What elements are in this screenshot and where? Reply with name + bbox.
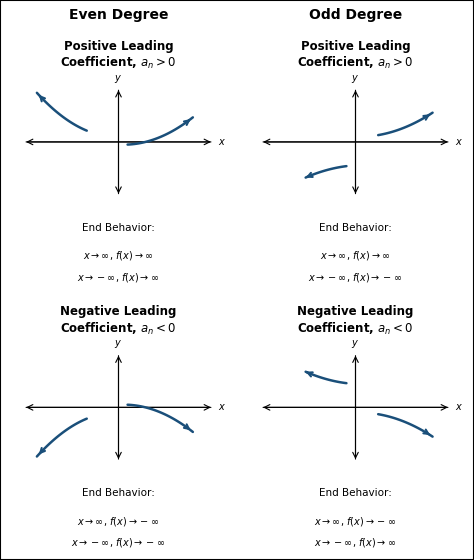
Text: $y$: $y$ bbox=[114, 338, 123, 350]
Text: $x \rightarrow -\infty$, $f(x) \rightarrow -\infty$: $x \rightarrow -\infty$, $f(x) \rightarr… bbox=[309, 270, 402, 284]
Text: $x \rightarrow -\infty$, $f(x) \rightarrow -\infty$: $x \rightarrow -\infty$, $f(x) \rightarr… bbox=[72, 536, 165, 549]
Text: $x \rightarrow -\infty$, $f(x) \rightarrow \infty$: $x \rightarrow -\infty$, $f(x) \rightarr… bbox=[314, 536, 397, 549]
Text: $x \rightarrow \infty$, $f(x) \rightarrow \infty$: $x \rightarrow \infty$, $f(x) \rightarro… bbox=[83, 249, 154, 263]
Text: Negative Leading
Coefficient, $a_n < 0$: Negative Leading Coefficient, $a_n < 0$ bbox=[60, 305, 177, 337]
Text: End Behavior:: End Behavior: bbox=[82, 223, 155, 233]
Text: End Behavior:: End Behavior: bbox=[82, 488, 155, 498]
Text: $y$: $y$ bbox=[351, 338, 360, 350]
Text: Negative Leading
Coefficient, $a_n < 0$: Negative Leading Coefficient, $a_n < 0$ bbox=[297, 305, 414, 337]
Text: $y$: $y$ bbox=[114, 73, 123, 85]
Text: $x \rightarrow \infty$, $f(x) \rightarrow -\infty$: $x \rightarrow \infty$, $f(x) \rightarro… bbox=[77, 515, 160, 528]
Text: $x \rightarrow \infty$, $f(x) \rightarrow -\infty$: $x \rightarrow \infty$, $f(x) \rightarro… bbox=[314, 515, 397, 528]
Text: $x \rightarrow \infty$, $f(x) \rightarrow \infty$: $x \rightarrow \infty$, $f(x) \rightarro… bbox=[320, 249, 391, 263]
Text: Positive Leading
Coefficient, $a_n > 0$: Positive Leading Coefficient, $a_n > 0$ bbox=[60, 40, 177, 71]
Text: $x$: $x$ bbox=[218, 403, 227, 412]
Text: Positive Leading
Coefficient, $a_n > 0$: Positive Leading Coefficient, $a_n > 0$ bbox=[297, 40, 414, 71]
Text: $x$: $x$ bbox=[455, 137, 464, 147]
Text: $y$: $y$ bbox=[351, 73, 360, 85]
Text: $x$: $x$ bbox=[455, 403, 464, 412]
Text: Odd Degree: Odd Degree bbox=[309, 7, 402, 21]
Text: Even Degree: Even Degree bbox=[69, 7, 168, 21]
Text: $x \rightarrow -\infty$, $f(x) \rightarrow \infty$: $x \rightarrow -\infty$, $f(x) \rightarr… bbox=[77, 270, 160, 284]
Text: End Behavior:: End Behavior: bbox=[319, 488, 392, 498]
Text: $x$: $x$ bbox=[218, 137, 227, 147]
Text: End Behavior:: End Behavior: bbox=[319, 223, 392, 233]
